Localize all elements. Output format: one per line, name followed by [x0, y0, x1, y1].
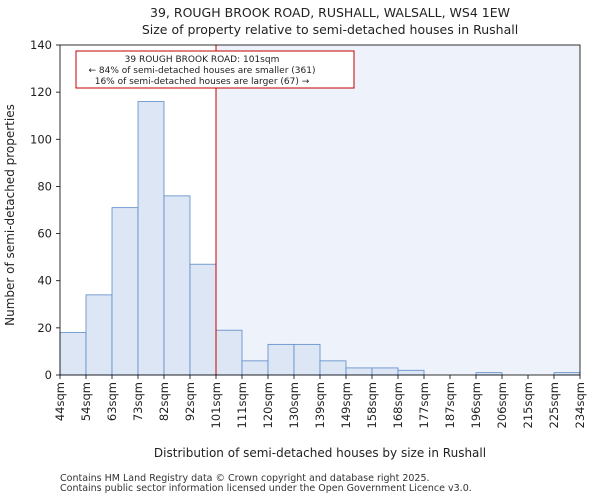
bar-63sqm: [111, 207, 139, 376]
x-tick-label: 82sqm: [157, 382, 171, 421]
bar-139sqm: [319, 360, 347, 376]
annotation-line-2: ← 84% of semi-detached houses are smalle…: [89, 66, 316, 76]
x-tick-label: 120sqm: [261, 382, 275, 428]
x-tick-label: 92sqm: [183, 382, 197, 421]
y-tick-label: 0: [45, 368, 52, 382]
bar-44sqm: [59, 332, 87, 376]
x-tick-label: 206sqm: [495, 382, 509, 428]
bar-130sqm: [293, 343, 321, 376]
footer-line-1: Contains HM Land Registry data © Crown c…: [60, 473, 430, 484]
x-tick-label: 168sqm: [391, 382, 405, 428]
x-tick-label: 139sqm: [313, 382, 327, 428]
y-tick-label: 140: [30, 38, 52, 52]
y-axis-label: Number of semi-detached properties: [3, 104, 17, 326]
y-tick-label: 120: [30, 85, 52, 99]
bar-101sqm: [215, 329, 243, 376]
bar-92sqm: [189, 263, 217, 376]
y-tick-label: 60: [37, 227, 52, 241]
x-tick-label: 196sqm: [469, 382, 483, 428]
x-tick-label: 44sqm: [53, 382, 67, 421]
y-tick-label: 80: [37, 179, 52, 193]
x-tick-label: 158sqm: [365, 382, 379, 428]
x-tick-label: 225sqm: [547, 382, 561, 428]
x-tick-label: 177sqm: [417, 382, 431, 428]
x-tick-label: 130sqm: [287, 382, 301, 428]
chart-subtitle: Size of property relative to semi-detach…: [142, 22, 518, 37]
bar-82sqm: [163, 195, 191, 376]
x-tick-label: 187sqm: [443, 382, 457, 428]
annotation-line-1: 39 ROUGH BROOK ROAD: 101sqm: [125, 55, 280, 65]
x-tick-label: 234sqm: [573, 382, 587, 428]
chart-title: 39, ROUGH BROOK ROAD, RUSHALL, WALSALL, …: [150, 5, 510, 20]
x-tick-label: 149sqm: [339, 382, 353, 428]
y-tick-label: 40: [37, 274, 52, 288]
x-axis-label: Distribution of semi-detached houses by …: [154, 446, 486, 460]
x-tick-label: 54sqm: [79, 382, 93, 421]
y-tick-label: 20: [37, 321, 52, 335]
bar-120sqm: [267, 343, 295, 376]
x-tick-label: 73sqm: [131, 382, 145, 421]
bar-149sqm: [345, 367, 373, 376]
annotation-box: 39 ROUGH BROOK ROAD: 101sqm ← 84% of sem…: [75, 50, 355, 89]
annotation-line-3: 16% of semi-detached houses are larger (…: [95, 77, 310, 87]
bar-158sqm: [371, 367, 399, 376]
bar-54sqm: [85, 294, 113, 376]
x-tick-label: 215sqm: [521, 382, 535, 428]
bar-168sqm: [397, 369, 425, 376]
x-tick-label: 101sqm: [209, 382, 223, 428]
footer-line-2: Contains public sector information licen…: [60, 483, 472, 494]
highlight-region: [216, 45, 580, 375]
y-tick-label: 100: [30, 132, 52, 146]
x-tick-label: 63sqm: [105, 382, 119, 421]
x-tick-label: 111sqm: [235, 382, 249, 428]
chart: 39, ROUGH BROOK ROAD, RUSHALL, WALSALL, …: [3, 5, 587, 460]
bar-73sqm: [137, 101, 165, 376]
bar-111sqm: [241, 360, 269, 376]
